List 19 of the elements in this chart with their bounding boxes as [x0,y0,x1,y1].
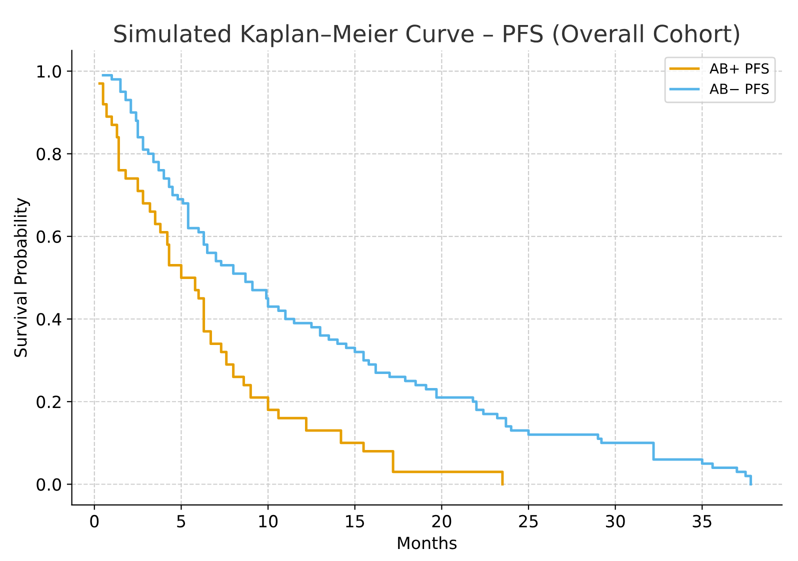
legend-label: AB− PFS [710,84,769,94]
y-tick-label: 0.8 [36,148,61,160]
x-tick-label: 30 [606,514,625,528]
legend-label: AB+ PFS [710,63,769,74]
x-tick-label: 15 [346,515,364,528]
y-tick-label: 1.0 [37,65,61,78]
y-tick-label: 0.4 [36,312,62,326]
chart-title: Simulated Kaplan–Meier Curve – PFS (Overall Cohort) [114,24,740,48]
x-tick-label: 0 [90,514,99,528]
x-tick-label: 20 [432,514,452,528]
x-tick-label: 35 [692,514,712,528]
y-tick-label: 0.0 [36,478,61,491]
y-tick-label: 0.6 [36,230,62,243]
y-tick-label: 0.2 [36,396,60,408]
x-tick-label: 25 [519,514,538,528]
y-axis-title: Survival Probability [14,198,30,357]
x-tick-label: 5 [177,515,186,528]
x-axis-title: Months [398,536,457,550]
x-tick-label: 10 [259,514,278,528]
